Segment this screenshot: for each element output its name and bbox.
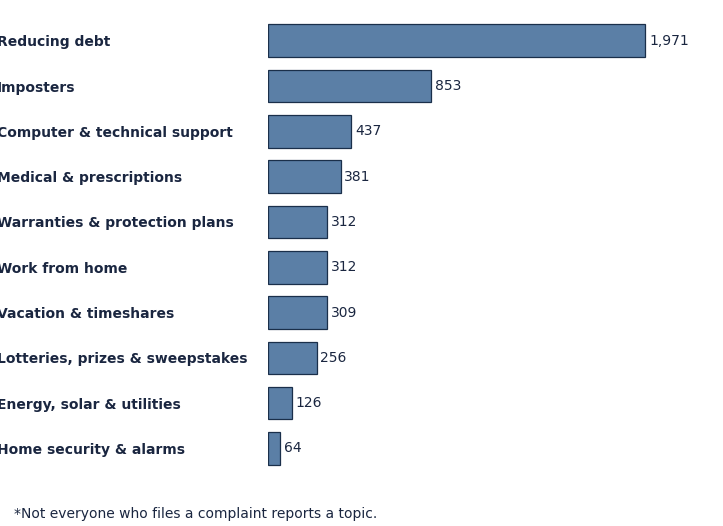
Text: 853: 853 [435,79,461,93]
Text: 256: 256 [320,351,347,365]
Bar [268,70,431,103]
Text: 312: 312 [331,215,357,229]
Text: 1,971: 1,971 [649,34,689,48]
Text: 126: 126 [296,396,322,410]
Bar [268,24,646,57]
Text: 309: 309 [330,306,357,320]
Bar [268,251,328,284]
Bar [268,206,328,238]
Text: *Not everyone who files a complaint reports a topic.: *Not everyone who files a complaint repo… [14,507,377,521]
Bar [268,115,351,148]
Bar [268,432,280,465]
Bar [268,160,341,193]
Bar [268,296,327,329]
Text: 437: 437 [355,124,381,138]
Bar [268,341,317,374]
Text: 381: 381 [344,169,371,184]
Text: 64: 64 [283,441,301,456]
Bar [268,387,291,419]
Text: 312: 312 [331,260,357,274]
